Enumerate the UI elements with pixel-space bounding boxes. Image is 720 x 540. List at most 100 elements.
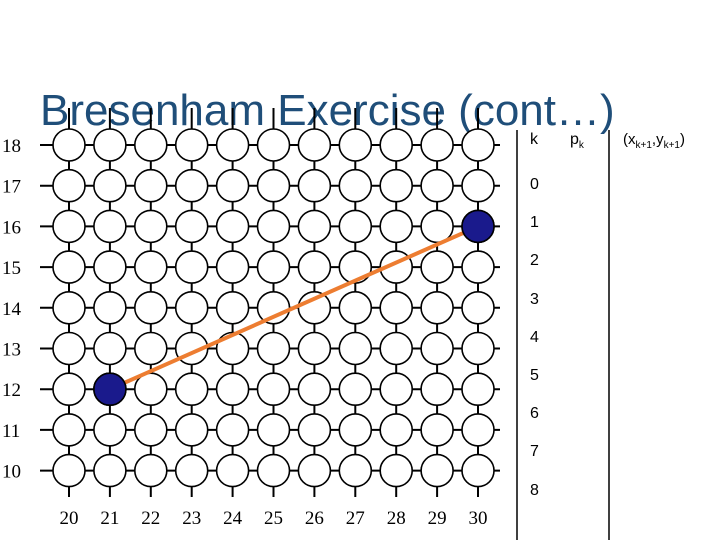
pixel-circle (338, 168, 373, 203)
pixel-circle (256, 209, 291, 244)
pixel-circle (52, 372, 86, 407)
pixel-circle (52, 128, 86, 162)
pixel-circle (379, 209, 414, 244)
pixel-circle (338, 372, 373, 407)
pixel-circle (52, 331, 86, 366)
pixel-circle (256, 413, 291, 447)
pixel-circle (93, 331, 127, 366)
x-axis-label: 22 (141, 508, 160, 529)
pixel-circle (52, 413, 86, 447)
pixel-circle (379, 128, 414, 162)
pixel-circle (379, 168, 414, 203)
k-value: 5 (530, 367, 539, 384)
bresenham-line-segment (109, 224, 479, 392)
pixel-circle (174, 168, 209, 203)
pixel-circle (256, 331, 291, 366)
pixel-circle (52, 290, 86, 325)
table-column-lines (516, 130, 610, 540)
x-axis-label: 24 (223, 508, 243, 529)
pixel-circle (215, 372, 250, 407)
pixel-circle (338, 250, 373, 284)
pixel-circle (174, 128, 209, 162)
pixel-circle (379, 372, 414, 407)
pixel-circle (256, 128, 291, 162)
pixel-circle (338, 453, 373, 488)
pixel-circle (215, 331, 250, 366)
pixel-circle (215, 128, 250, 162)
y-axis-label: 10 (2, 462, 21, 483)
pixel-circle (420, 372, 454, 407)
x-axis-label: 25 (264, 508, 283, 529)
pixel-circle (461, 128, 495, 162)
end-pixel (461, 209, 495, 244)
y-axis-label: 11 (2, 421, 20, 442)
pixel-circle (297, 372, 332, 407)
y-axis-label: 18 (2, 136, 21, 157)
pixel-circle (297, 453, 332, 488)
pixel-circle (174, 209, 209, 244)
pixel-circle (52, 250, 86, 284)
pixel-circle (93, 290, 127, 325)
pixel-circle (420, 250, 454, 284)
pixel-circles (52, 128, 495, 488)
pixel-circle (174, 413, 209, 447)
pixel-circle (215, 290, 250, 325)
k-value: 3 (530, 290, 539, 308)
pixel-circle (256, 250, 291, 284)
pixel-circle (297, 250, 332, 284)
k-value: 6 (530, 405, 539, 423)
x-axis-label: 21 (100, 508, 119, 529)
pixel-circle (379, 331, 414, 366)
pixel-circle (297, 168, 332, 203)
pixel-circle (215, 250, 250, 284)
header-next-point: (xk+1,yk+1) (623, 131, 685, 151)
pixel-circle (297, 128, 332, 162)
x-axis-label: 20 (60, 508, 79, 529)
pixel-circle (134, 250, 168, 284)
pixel-circle (338, 128, 373, 162)
x-axis-label: 28 (387, 508, 406, 529)
pixel-circle (174, 250, 209, 284)
pixel-circle (93, 128, 127, 162)
pixel-circle (420, 413, 454, 447)
pixel-circle (420, 290, 454, 325)
pixel-circle (256, 372, 291, 407)
ideal-line (109, 224, 479, 392)
pixel-circle (297, 331, 332, 366)
pixel-circle (461, 331, 495, 366)
pixel-circle (420, 453, 454, 488)
pixel-circle (215, 168, 250, 203)
x-axis-label: 27 (346, 508, 365, 529)
x-axis-label: 29 (428, 508, 447, 529)
pixel-circle (134, 128, 168, 162)
pixel-circle (256, 453, 291, 488)
pixel-circle (93, 250, 127, 284)
x-axis-label: 23 (182, 508, 201, 529)
pixel-circle (134, 290, 168, 325)
k-value: 8 (530, 481, 539, 499)
k-value: 7 (530, 443, 539, 461)
pixel-circle (297, 209, 332, 244)
pixel-circle (52, 453, 86, 488)
pixel-circle (461, 453, 495, 488)
pixel-circle (93, 413, 127, 447)
k-value: 4 (530, 328, 539, 346)
y-axis-label: 13 (2, 340, 21, 361)
k-value: 0 (530, 176, 539, 193)
pixel-circle (420, 128, 454, 162)
start-pixel (93, 372, 127, 407)
pixel-circle (134, 331, 168, 366)
pixel-circle (379, 453, 414, 488)
k-value: 2 (530, 252, 539, 270)
pixel-circle (93, 209, 127, 244)
pixel-circle (134, 453, 168, 488)
pixel-circle (420, 331, 454, 366)
y-axis-label: 12 (2, 380, 21, 401)
pixel-circle (215, 209, 250, 244)
pixel-circle (52, 168, 86, 203)
y-axis-labels: 18 17 16 15 14 13 12 11 10 (2, 136, 22, 483)
y-axis-label: 16 (2, 217, 21, 238)
pixel-circle (93, 453, 127, 488)
y-axis-label: 17 (2, 177, 21, 198)
pixel-circle (461, 290, 495, 325)
